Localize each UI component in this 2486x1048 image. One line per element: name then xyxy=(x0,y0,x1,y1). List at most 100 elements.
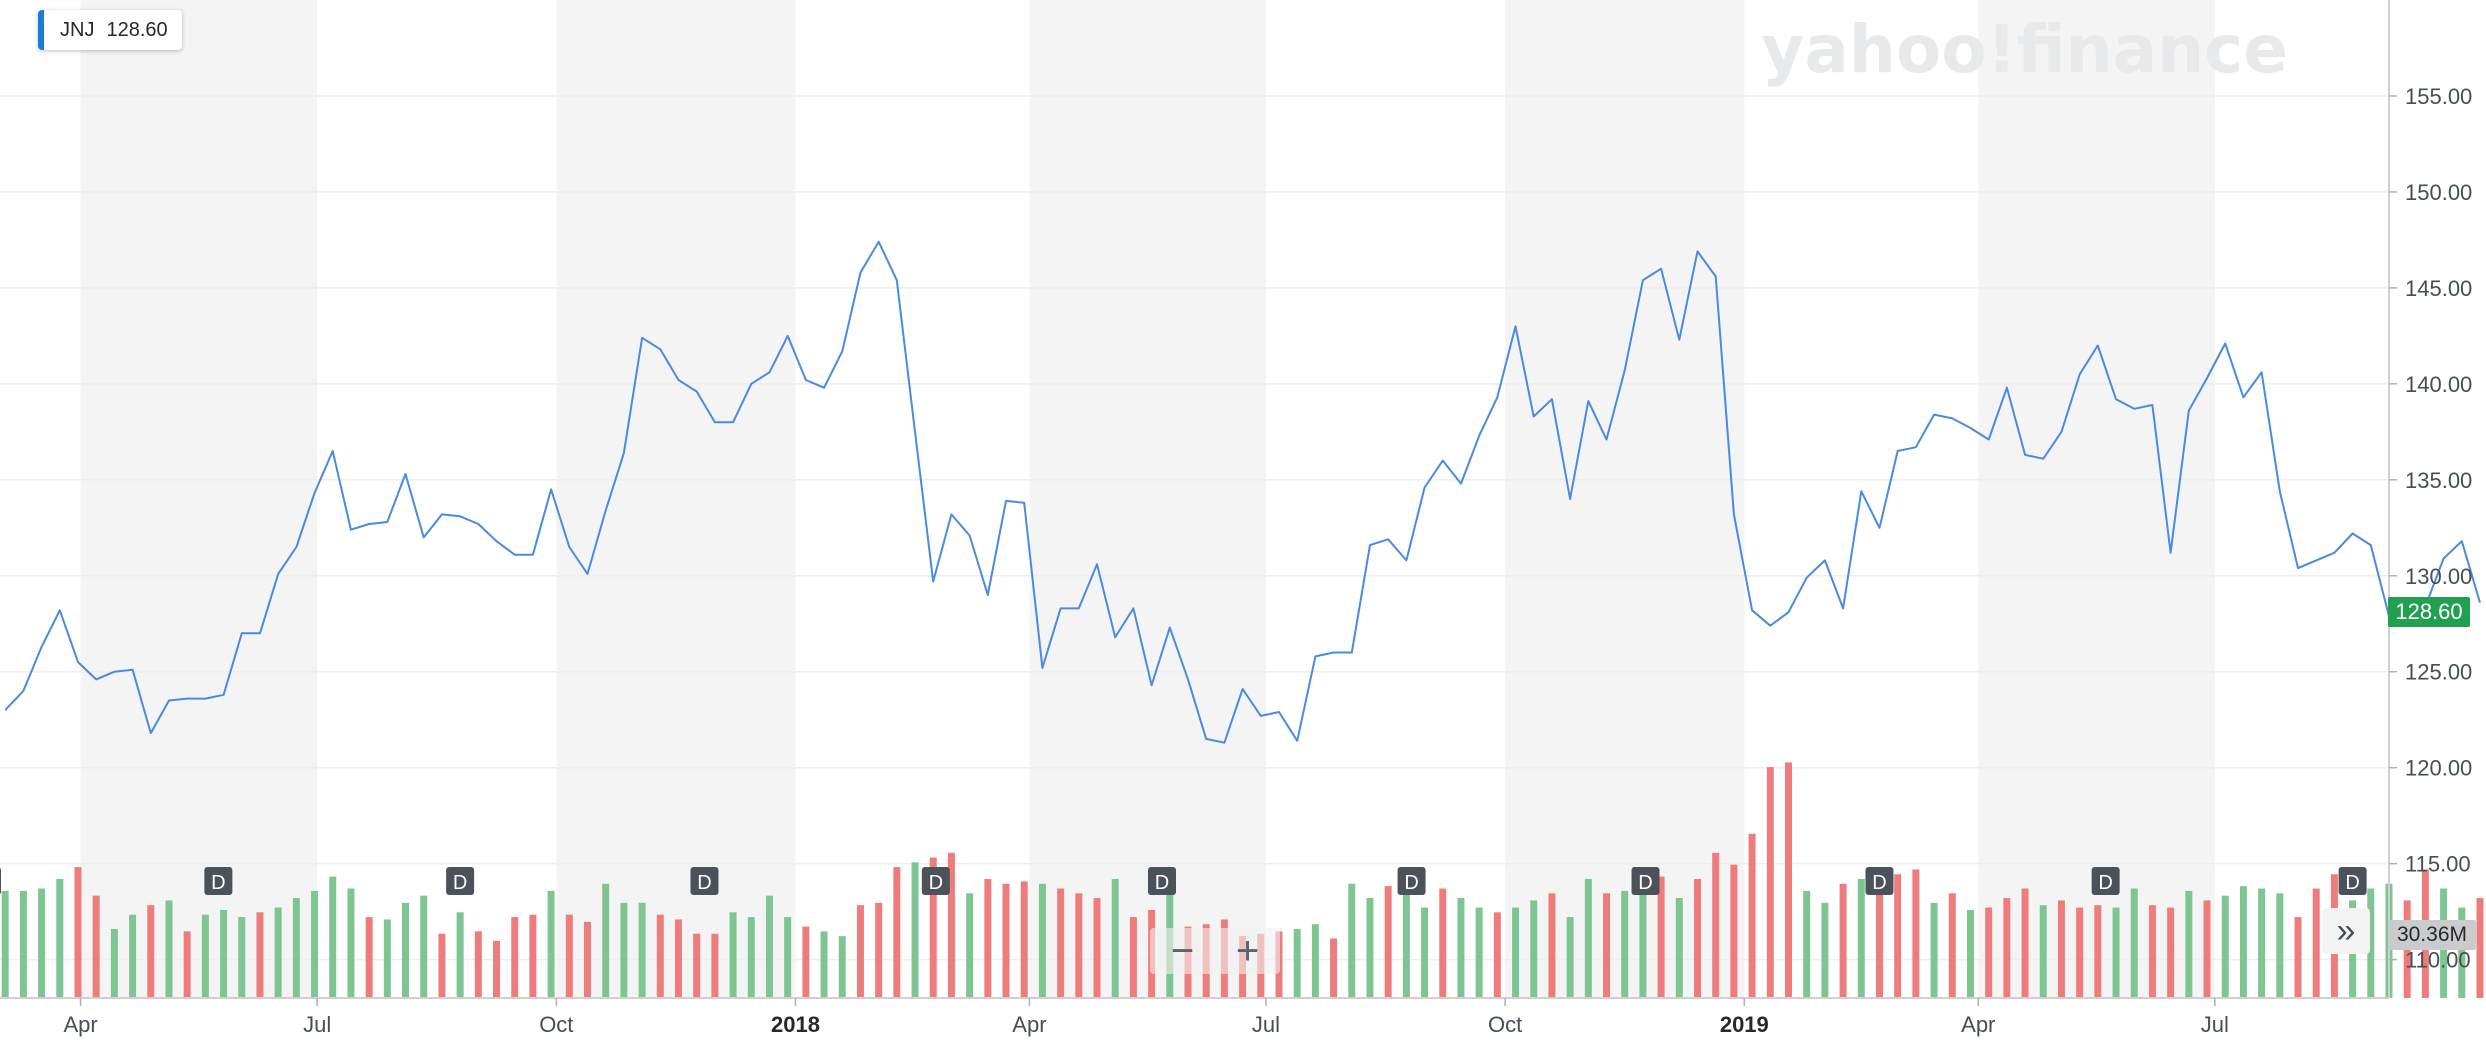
volume-bar xyxy=(1621,890,1629,998)
volume-bar xyxy=(1457,898,1465,998)
volume-bar xyxy=(711,933,719,998)
volume-bar xyxy=(110,928,118,998)
volume-bar xyxy=(1639,883,1647,998)
dividend-label-3: D xyxy=(697,872,711,894)
volume-bar xyxy=(1675,898,1683,998)
x-tick-label-1: Jul xyxy=(303,1012,331,1037)
volume-bar xyxy=(2239,886,2247,998)
y-tick-label-0: 110.00 xyxy=(2405,948,2471,973)
volume-bar xyxy=(2203,900,2211,998)
y-tick-label-9: 155.00 xyxy=(2405,84,2472,109)
volume-bar xyxy=(911,862,919,998)
volume-bar xyxy=(1875,888,1883,998)
volume-bar xyxy=(1402,881,1410,998)
volume-bar xyxy=(2367,888,2375,998)
volume-bar xyxy=(584,921,592,998)
volume-bar xyxy=(129,914,137,998)
volume-bar xyxy=(1,890,9,998)
volume-bar xyxy=(2021,888,2029,998)
volume-bar xyxy=(1330,938,1338,998)
volume-bar xyxy=(2076,907,2084,998)
volume-bar xyxy=(347,888,355,998)
volume-bar xyxy=(729,912,737,998)
volume-bar xyxy=(1566,917,1574,998)
dividend-marker-10[interactable] xyxy=(2338,867,2367,895)
volume-bar xyxy=(1348,883,1356,998)
volume-bar xyxy=(1748,833,1756,998)
zoom-out-button[interactable]: − xyxy=(1170,928,1195,973)
y-tick-label-2: 120.00 xyxy=(2405,756,2472,781)
dividend-marker-4[interactable] xyxy=(921,867,950,895)
volume-bar xyxy=(1038,883,1046,998)
x-tick-label-4: Apr xyxy=(1012,1012,1046,1037)
volume-bar xyxy=(784,917,792,998)
y-tick-label-7: 145.00 xyxy=(2405,276,2472,301)
volume-bar xyxy=(201,914,209,998)
y-tick-label-1: 115.00 xyxy=(2405,852,2471,877)
volume-bar xyxy=(2003,898,2011,998)
volume-bar xyxy=(802,926,810,998)
volume-bar xyxy=(1493,912,1501,998)
volume-bar xyxy=(511,917,519,998)
volume-bar xyxy=(547,890,555,998)
volume-bar xyxy=(1603,893,1611,998)
volume-bar xyxy=(820,931,828,998)
volume-bar xyxy=(1439,888,1447,998)
volume-bar xyxy=(220,909,228,998)
volume-bar xyxy=(1839,883,1847,998)
volume-bar xyxy=(747,917,755,998)
volume-bar xyxy=(765,895,773,998)
legend-quote-box[interactable]: JNJ 128.60 xyxy=(38,10,182,50)
volume-bar xyxy=(2312,888,2320,998)
volume-bar xyxy=(1966,909,1974,998)
volume-bar xyxy=(183,931,191,998)
volume-bar xyxy=(1730,864,1738,998)
volume-bar xyxy=(56,879,64,998)
volume-bar xyxy=(893,867,901,998)
volume-bar xyxy=(1129,917,1137,998)
volume-bar xyxy=(1366,898,1374,998)
quarter-bands xyxy=(80,0,2215,998)
volume-bar xyxy=(456,912,464,998)
volume-bar xyxy=(19,890,27,998)
dividend-marker-9[interactable] xyxy=(2091,867,2120,895)
dividend-marker-7[interactable] xyxy=(1631,867,1660,895)
volume-bar xyxy=(2112,907,2120,998)
dividend-marker-3[interactable] xyxy=(690,867,719,895)
volume-bar xyxy=(92,895,100,998)
dividend-label-9: D xyxy=(2098,872,2112,894)
scroll-forward-button[interactable]: » xyxy=(2322,908,2370,954)
price-line xyxy=(4,240,2481,744)
dividend-label-10: D xyxy=(2345,872,2359,894)
dividend-marker-1[interactable] xyxy=(204,867,233,895)
volume-bar xyxy=(2476,898,2484,998)
dividend-label-8: D xyxy=(1872,872,1886,894)
y-tick-label-8: 150.00 xyxy=(2405,180,2472,205)
dividend-label-5: D xyxy=(1155,872,1169,894)
volume-bar xyxy=(638,902,646,998)
volume-bar xyxy=(565,914,573,998)
dividend-marker-6[interactable] xyxy=(1397,867,1426,895)
volume-bar xyxy=(1657,876,1665,998)
dividend-marker-2[interactable] xyxy=(446,867,475,895)
grid-lines xyxy=(0,95,2389,961)
volume-bar xyxy=(383,919,391,998)
volume-bar xyxy=(165,900,173,998)
volume-bar xyxy=(1002,883,1010,998)
volume-bar xyxy=(493,940,501,998)
volume-bar xyxy=(420,895,428,998)
dividend-marker-8[interactable] xyxy=(1865,867,1894,895)
dividend-marker-5[interactable] xyxy=(1148,867,1177,895)
volume-bar xyxy=(1766,767,1774,998)
x-tick-label-9: Jul xyxy=(2201,1012,2229,1037)
volume-bar xyxy=(2276,893,2284,998)
volume-bar xyxy=(2458,907,2466,998)
x-tick-label-0: Apr xyxy=(63,1012,97,1037)
x-tick-label-6: Oct xyxy=(1488,1012,1522,1037)
volume-bar xyxy=(602,883,610,998)
volume-bar xyxy=(1421,907,1429,998)
dividend-marker-0[interactable] xyxy=(0,867,2,895)
shaded-quarter-2 xyxy=(1029,0,1266,998)
zoom-in-button[interactable]: + xyxy=(1235,928,1260,973)
